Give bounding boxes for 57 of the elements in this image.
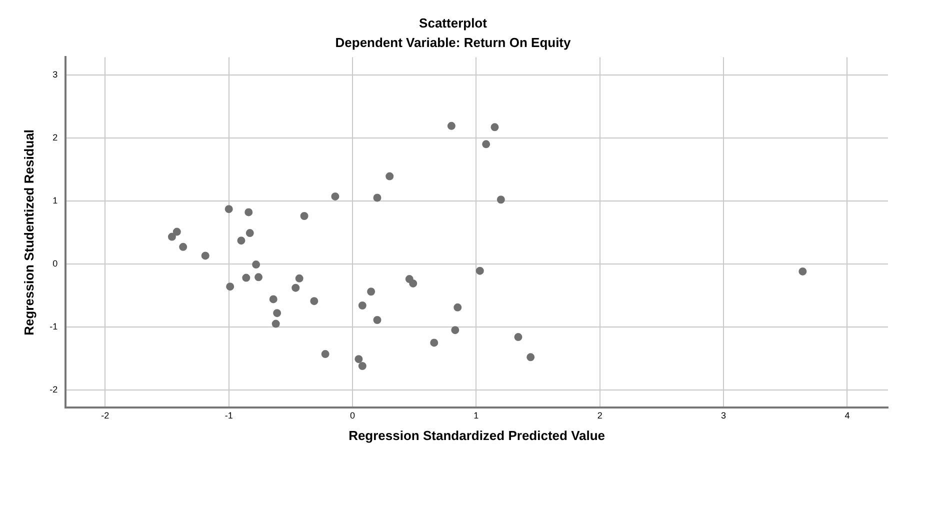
- point: [358, 362, 366, 370]
- y-axis-title: Regression Studentized Residual: [21, 129, 36, 336]
- y-tick-label: -2: [50, 384, 58, 394]
- point: [272, 320, 280, 328]
- y-tick-label: 2: [52, 132, 58, 142]
- y-tick-label: -1: [50, 321, 58, 332]
- point: [269, 295, 278, 304]
- x-tick-label: 3: [721, 410, 726, 420]
- point: [237, 236, 246, 245]
- point: [367, 288, 376, 296]
- point: [409, 279, 418, 288]
- y-tick-label: 0: [52, 258, 58, 268]
- point: [451, 326, 460, 334]
- x-tick-label: 2: [597, 410, 602, 420]
- point: [430, 338, 438, 347]
- point: [310, 297, 318, 306]
- point: [172, 228, 181, 236]
- x-axis-title: Regression Standardized Predicted Value: [348, 428, 606, 443]
- point: [386, 172, 394, 180]
- x-tick-label: 0: [350, 410, 356, 420]
- point: [226, 282, 234, 291]
- point: [273, 309, 282, 318]
- point: [292, 284, 300, 292]
- point: [476, 266, 484, 275]
- point: [373, 316, 382, 324]
- point: [331, 192, 340, 200]
- point: [321, 350, 330, 358]
- point: [490, 123, 499, 132]
- x-tick-label: -1: [224, 410, 233, 420]
- point: [454, 303, 462, 312]
- y-tick-label: 3: [52, 69, 58, 80]
- x-tick-label: 4: [844, 410, 850, 420]
- point: [354, 355, 363, 364]
- point: [526, 353, 535, 362]
- x-tick-label: -2: [101, 410, 110, 420]
- point: [358, 302, 366, 310]
- point: [201, 252, 210, 260]
- point: [168, 232, 176, 241]
- point: [252, 260, 260, 269]
- point: [242, 274, 250, 282]
- point: [246, 229, 254, 238]
- chart-subtitle: Dependent Variable: Return On Equity: [335, 34, 572, 50]
- point: [295, 274, 304, 282]
- x-tick-label: 1: [474, 410, 479, 420]
- point: [798, 267, 807, 276]
- point: [254, 273, 263, 282]
- point: [514, 333, 522, 342]
- point: [224, 205, 233, 214]
- chart-title: Scatterplot: [419, 15, 488, 30]
- point: [373, 194, 382, 202]
- point: [244, 208, 253, 216]
- point: [496, 196, 505, 204]
- point: [179, 242, 188, 251]
- point: [447, 122, 456, 130]
- point: [300, 212, 308, 220]
- point: [482, 140, 490, 148]
- y-tick-label: 1: [52, 195, 58, 206]
